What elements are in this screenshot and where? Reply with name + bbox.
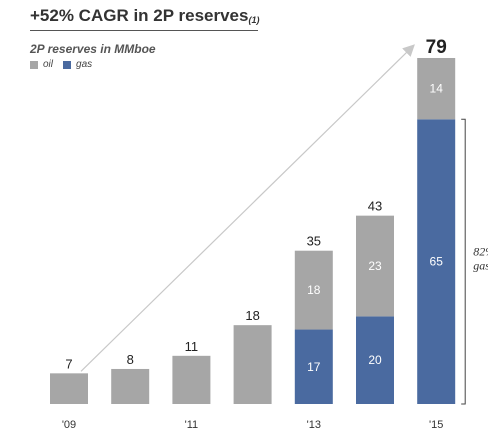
legend-swatch-oil	[30, 60, 38, 69]
bar-gas-label-4: 17	[307, 360, 321, 374]
y-axis-label: 2P reserves in MMboe	[30, 42, 156, 56]
bar-oil-5	[356, 215, 394, 317]
bar-total-label-6: 79	[426, 37, 447, 58]
bar-gas-4	[294, 329, 333, 404]
bar-gas-5	[356, 316, 394, 404]
bar-oil-label-4: 18	[307, 283, 321, 297]
title-underline	[30, 30, 258, 31]
gas-share-bracket	[461, 118, 466, 405]
bar-oil-6	[417, 57, 456, 120]
bar-total-label-3: 18	[245, 308, 259, 323]
x-tick-label-0: '09	[62, 419, 76, 431]
legend-item-oil: oil	[30, 59, 53, 70]
bar-oil-0	[50, 373, 88, 404]
legend: oil gas	[30, 59, 102, 70]
bar-total-label-1: 8	[127, 352, 134, 367]
bar-total-label-5: 43	[368, 199, 382, 214]
bar-gas-label-5: 20	[368, 353, 382, 367]
growth-arrow	[80, 44, 415, 372]
bar-oil-2	[172, 355, 211, 404]
legend-item-gas: gas	[63, 59, 92, 70]
bar-total-label-0: 7	[65, 356, 72, 371]
gas-share-percent: 82%	[473, 245, 488, 259]
legend-label-gas: gas	[76, 59, 93, 70]
bar-gas-6	[417, 119, 456, 405]
title-footnote: (1)	[248, 15, 260, 25]
bar-total-label-4: 35	[307, 234, 321, 249]
chart-title: +52% CAGR in 2P reserves(1)	[30, 6, 260, 25]
legend-swatch-gas	[63, 60, 72, 69]
gas-share-text: gas	[473, 259, 488, 273]
x-tick-label-2: '11	[185, 419, 199, 431]
bar-oil-1	[111, 368, 150, 404]
bar-oil-label-5: 23	[368, 259, 382, 273]
bar-oil-4	[294, 250, 333, 330]
x-tick-label-4: '13	[307, 419, 321, 431]
bar-total-label-2: 11	[185, 339, 199, 354]
x-tick-label-6: '15	[429, 419, 443, 431]
legend-label-oil: oil	[43, 59, 54, 70]
bar-gas-label-6: 65	[430, 255, 444, 269]
bar-oil-3	[233, 325, 272, 404]
bar-oil-label-6: 14	[430, 82, 444, 96]
